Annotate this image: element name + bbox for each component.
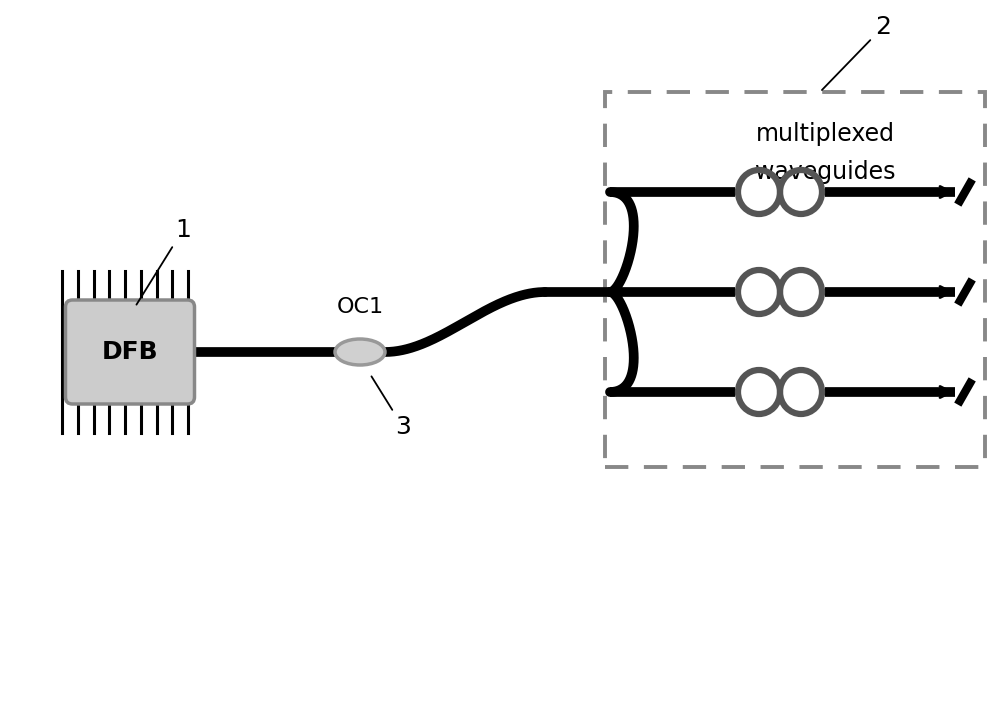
Text: multiplexed: multiplexed [756, 122, 895, 146]
Text: 1: 1 [136, 218, 191, 305]
Text: waveguides: waveguides [755, 160, 895, 184]
Text: OC1: OC1 [336, 297, 384, 317]
Text: 2: 2 [822, 15, 891, 90]
Text: DFB: DFB [102, 340, 158, 364]
Ellipse shape [335, 339, 385, 365]
Bar [605, 92, 985, 467]
FancyBboxPatch shape [66, 300, 194, 404]
Text: 3: 3 [371, 376, 411, 439]
